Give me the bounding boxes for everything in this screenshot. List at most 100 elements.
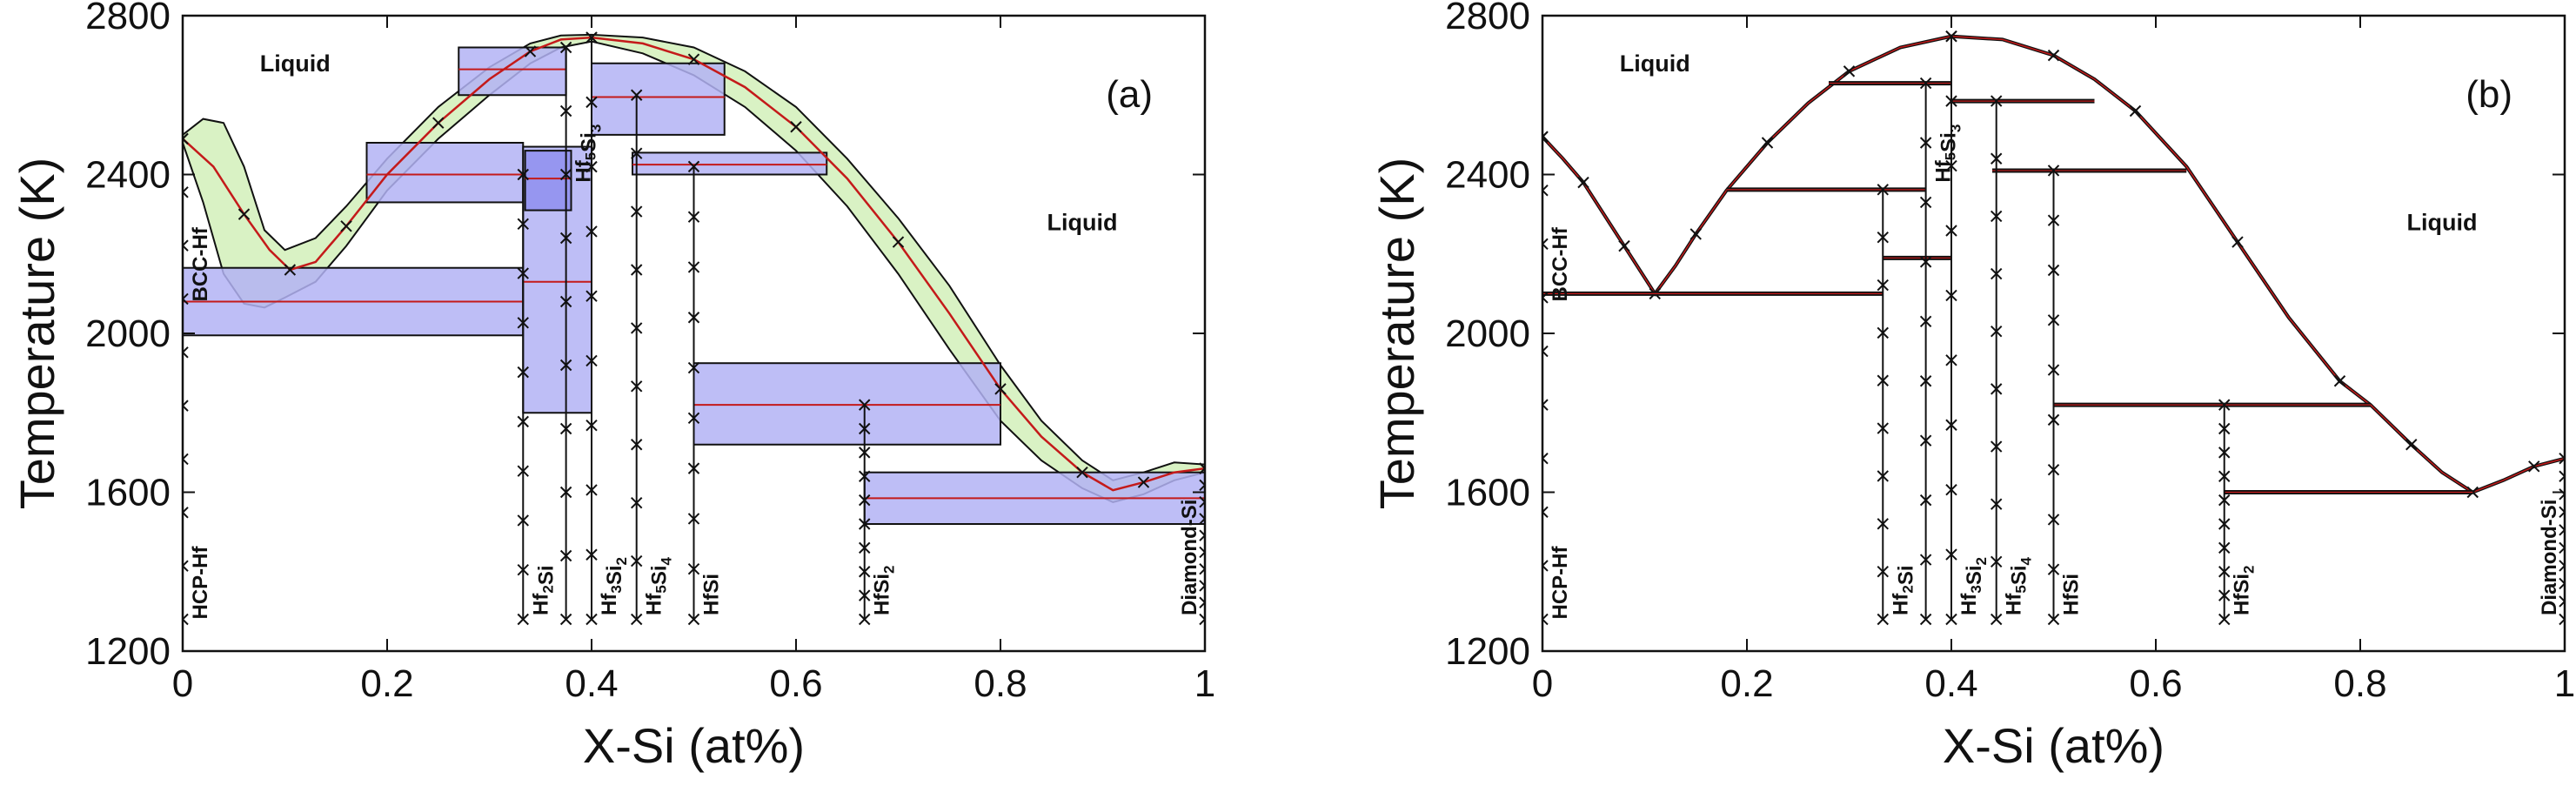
compound-point (1542, 292, 1549, 304)
compound-point (630, 205, 643, 218)
compound-point (1542, 613, 1549, 626)
compound-point (2559, 560, 2565, 572)
compound-point (585, 225, 598, 238)
compound-point (2218, 494, 2231, 507)
compound-point (585, 160, 598, 173)
compound-point (630, 147, 643, 159)
compound-point (1199, 529, 1205, 541)
compound-point (585, 484, 598, 496)
x-axis-title: X-Si (at%) (1943, 718, 2165, 773)
compound-point (1990, 440, 2003, 453)
compound-point (2047, 463, 2060, 476)
compound-point (1990, 326, 2003, 338)
liquidus-point (1689, 228, 1702, 240)
liquidus-point (1577, 176, 1589, 189)
compound-point (2047, 314, 2060, 326)
compound-point (2559, 577, 2565, 590)
phase-label: Hf3Si2 (1957, 557, 1990, 615)
panel-a: 0 0.2 0.4 0.6 0.8 1 1200 1600 2000 2400 2800 X-Si (… (10, 0, 1215, 773)
compound-point (1945, 483, 1957, 496)
liquidus-point (1137, 476, 1150, 488)
compound-point (1199, 479, 1205, 492)
compound-point (687, 412, 700, 425)
x-tick-label: 0.8 (2333, 662, 2386, 705)
compound-point (687, 312, 700, 324)
compound-point (2559, 453, 2565, 465)
compound-point (687, 211, 700, 223)
compound-point (2559, 541, 2565, 554)
compound-point (1990, 95, 2003, 107)
liquidus-point (284, 264, 297, 276)
compound-point (183, 453, 189, 466)
compound-point (1877, 184, 1889, 196)
compound-point (2218, 422, 2231, 435)
compound-point (687, 613, 700, 626)
phase-label: Hf5Si3 (572, 124, 605, 183)
y-tick-label: 1200 (85, 630, 171, 673)
compound-point (687, 513, 700, 525)
compound-point (2559, 470, 2565, 482)
compound-point (1877, 374, 1889, 386)
liquidus-point (238, 208, 251, 220)
region-label-liquid: Liquid (260, 50, 331, 77)
compound-point (859, 470, 871, 482)
compound-point (687, 160, 700, 173)
liquidus-point (432, 117, 445, 129)
phase-label: Hf5Si4 (2003, 556, 2035, 615)
compound-point (1945, 289, 1957, 302)
x-axis-title: X-Si (at%) (583, 718, 805, 773)
compound-point (1877, 565, 1889, 578)
y-axis-title: Temperature (K) (1369, 158, 1424, 510)
compound-point (1199, 596, 1205, 608)
compound-point (630, 89, 643, 101)
compound-point (1990, 210, 2003, 223)
compound-point (1919, 77, 1932, 90)
compound-point (1199, 613, 1205, 626)
compound-point (517, 218, 529, 230)
compound-point (2559, 613, 2565, 626)
liquidus-point (1761, 137, 1774, 149)
compound-point (687, 563, 700, 575)
compound-point (1945, 159, 1957, 172)
compound-point (1199, 462, 1205, 474)
plot-area (183, 31, 1205, 626)
region-label-liquid: Liquid (1047, 209, 1118, 235)
compound-point (2218, 589, 2231, 601)
liquidus-point (524, 45, 537, 57)
y-tick-label: 1600 (85, 472, 171, 514)
compound-point (1877, 279, 1889, 292)
compound-point (517, 465, 529, 477)
compound-point (2218, 399, 2231, 411)
liquidus-point (994, 383, 1007, 395)
compound-point (183, 507, 189, 519)
y-tick-label: 2000 (1445, 312, 1530, 355)
compound-point (559, 359, 572, 372)
panel-label: (a) (1106, 73, 1153, 116)
phase-label: HCP-Hf (1549, 546, 1572, 620)
compound-point (1919, 315, 1932, 328)
compound-point (2559, 524, 2565, 536)
compound-point (859, 518, 871, 530)
compound-point (559, 232, 572, 245)
phase-label: Diamond-Si (2538, 500, 2561, 615)
invariant-band (365, 142, 525, 204)
compound-point (559, 422, 572, 435)
compound-point (559, 613, 572, 626)
compound-point (1542, 238, 1549, 251)
phase-label: HfSi2 (2231, 565, 2258, 615)
y-tick-label: 1600 (1445, 472, 1530, 514)
compound-point (1919, 137, 1932, 149)
compound-point (559, 295, 572, 308)
compound-point (559, 104, 572, 118)
compound-point (1542, 185, 1549, 197)
panel-b: 0 0.2 0.4 0.6 0.8 1 1200 1600 2000 2400 2800 X-Si (… (1369, 0, 2575, 773)
compound-point (517, 564, 529, 576)
compound-point (559, 549, 572, 562)
compound-point (585, 354, 598, 367)
compound-point (585, 419, 598, 432)
compound-point (585, 548, 598, 561)
compound-point (559, 41, 572, 54)
liquidus-point (687, 53, 700, 65)
x-tick-label: 1 (2554, 662, 2575, 705)
